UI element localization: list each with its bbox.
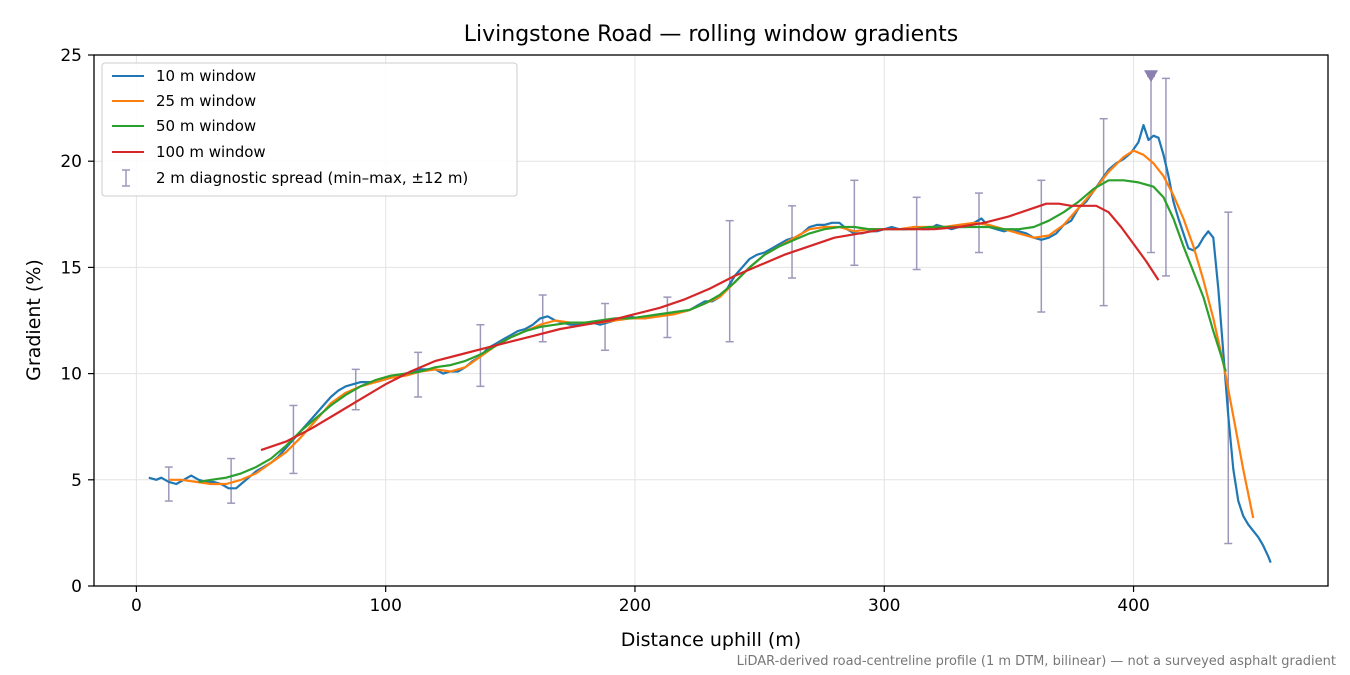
y-tick-label-1: 5	[71, 471, 82, 491]
y-tick-label-5: 25	[60, 46, 82, 66]
x-tick-label-0: 0	[131, 596, 142, 616]
errorbar-0	[164, 466, 173, 502]
plot-frame	[93, 54, 1329, 587]
y-tick-label-4: 20	[60, 152, 82, 172]
errorbar-14	[1037, 179, 1046, 313]
chart-title: Livingstone Road — rolling window gradie…	[464, 22, 958, 47]
diagnostic-spread-errorbars	[164, 70, 1233, 545]
legend-swatch-errorbar	[122, 169, 130, 187]
errorbar-11	[850, 179, 859, 267]
legend: 10 m window 25 m window 50 m window 100 …	[101, 62, 518, 197]
x-axis-label: Distance uphill (m)	[621, 629, 801, 651]
clipped-max-marker	[1144, 70, 1159, 83]
x-tick-label-1: 100	[369, 596, 401, 616]
errorbar-18	[1224, 211, 1233, 545]
series-line-10-m-window	[148, 124, 1272, 564]
y-axis-label: Gradient (%)	[23, 259, 45, 381]
errorbar-17	[1161, 77, 1170, 277]
legend-label-diagnostic: 2 m diagnostic spread (min–max, ±12 m)	[156, 169, 468, 187]
errorbar-4	[414, 351, 423, 398]
y-axis-ticks: 0 5 10 15 20 25	[60, 46, 94, 597]
errorbar-7	[601, 302, 610, 351]
legend-label-10m: 10 m window	[156, 67, 256, 85]
x-tick-label-2: 200	[619, 596, 651, 616]
y-tick-label-0: 0	[71, 577, 82, 597]
legend-label-50m: 50 m window	[156, 117, 256, 135]
errorbar-15	[1099, 117, 1108, 307]
x-axis-ticks: 0 100 200 300 400	[131, 586, 1150, 616]
series-lines	[148, 124, 1272, 564]
errorbar-9	[725, 219, 734, 343]
legend-label-100m: 100 m window	[156, 143, 266, 161]
y-tick-label-2: 10	[60, 365, 82, 385]
chart-footnote: LiDAR-derived road-centreline profile (1…	[737, 654, 1336, 669]
series-line-100-m-window	[260, 202, 1160, 452]
series-line-50-m-window	[198, 179, 1227, 483]
errorbar-8	[663, 296, 672, 339]
errorbar-1	[227, 457, 236, 504]
y-tick-label-3: 15	[60, 258, 82, 278]
errorbar-12	[912, 196, 921, 271]
x-tick-label-4: 400	[1117, 596, 1149, 616]
x-tick-label-3: 300	[868, 596, 900, 616]
legend-label-25m: 25 m window	[156, 92, 256, 110]
legend-box	[101, 62, 518, 197]
